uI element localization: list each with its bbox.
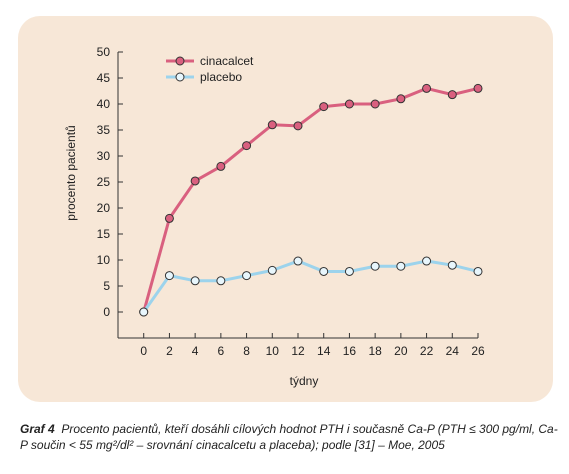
data-point-cinacalcet [267,120,277,130]
data-point-placebo [216,276,226,286]
data-point-cinacalcet [319,102,329,112]
y-axis-label: procento pacientů [64,125,78,220]
x-tick-label: 0 [140,344,147,358]
legend-marker-cinacalcet [175,56,185,66]
x-tick-label: 22 [420,344,434,358]
data-point-placebo [267,265,277,275]
y-tick-label: 25 [97,175,111,189]
data-point-placebo [396,261,406,271]
legend-marker-placebo [175,72,185,82]
y-tick-label: 35 [97,123,111,137]
y-tick-label: 0 [103,305,110,319]
series-line-placebo [142,259,479,313]
data-point-cinacalcet [370,99,380,109]
x-tick-label: 24 [446,344,460,358]
data-point-cinacalcet [473,83,483,93]
data-point-placebo [370,261,380,271]
x-axis-label: týdny [290,374,319,388]
data-point-placebo [473,266,483,276]
y-tick-label: 40 [97,97,111,111]
y-tick-label: 45 [97,71,111,85]
y-tick-label: 20 [97,201,111,215]
x-tick-label: 20 [394,344,408,358]
data-point-placebo [293,256,303,266]
y-tick-label: 10 [97,253,111,267]
x-tick-label: 10 [266,344,280,358]
x-tick-label: 18 [368,344,382,358]
data-point-placebo [319,266,329,276]
x-tick-label: 4 [192,344,199,358]
data-point-cinacalcet [447,90,457,100]
legend-label-placebo: placebo [200,70,242,84]
x-tick-label: 12 [291,344,305,358]
caption-text: Procento pacientů, kteří dosáhli cílovýc… [20,422,558,452]
x-tick-label: 14 [317,344,331,358]
y-tick-label: 15 [97,227,111,241]
legend-label-cinacalcet: cinacalcet [200,54,254,68]
data-point-cinacalcet [422,83,432,93]
data-point-placebo [242,271,252,281]
y-tick-label: 50 [97,45,111,59]
data-point-placebo [190,276,200,286]
data-point-placebo [164,271,174,281]
data-point-cinacalcet [242,141,252,151]
y-tick-label: 5 [103,279,110,293]
caption-label: Graf 4 [20,422,55,436]
data-point-cinacalcet [216,161,226,171]
data-point-placebo [139,307,149,317]
x-tick-label: 8 [243,344,250,358]
data-point-cinacalcet [190,176,200,186]
x-tick-label: 26 [471,344,485,358]
data-point-cinacalcet [293,121,303,131]
x-tick-label: 2 [166,344,173,358]
figure-caption: Graf 4 Procento pacientů, kteří dosáhli … [20,421,560,453]
series-line-cinacalcet [142,86,479,313]
y-tick-label: 30 [97,149,111,163]
data-point-cinacalcet [396,94,406,104]
data-point-cinacalcet [344,99,354,109]
x-tick-label: 6 [218,344,225,358]
data-point-placebo [344,266,354,276]
x-tick-label: 16 [343,344,357,358]
data-point-placebo [447,260,457,270]
data-point-placebo [422,256,432,266]
data-point-cinacalcet [164,213,174,223]
chart-panel: 0 5 10 15 20 25 30 35 40 45 50 0 2 4 6 8 10 12 14 16 18 20 22 2… [18,16,553,402]
